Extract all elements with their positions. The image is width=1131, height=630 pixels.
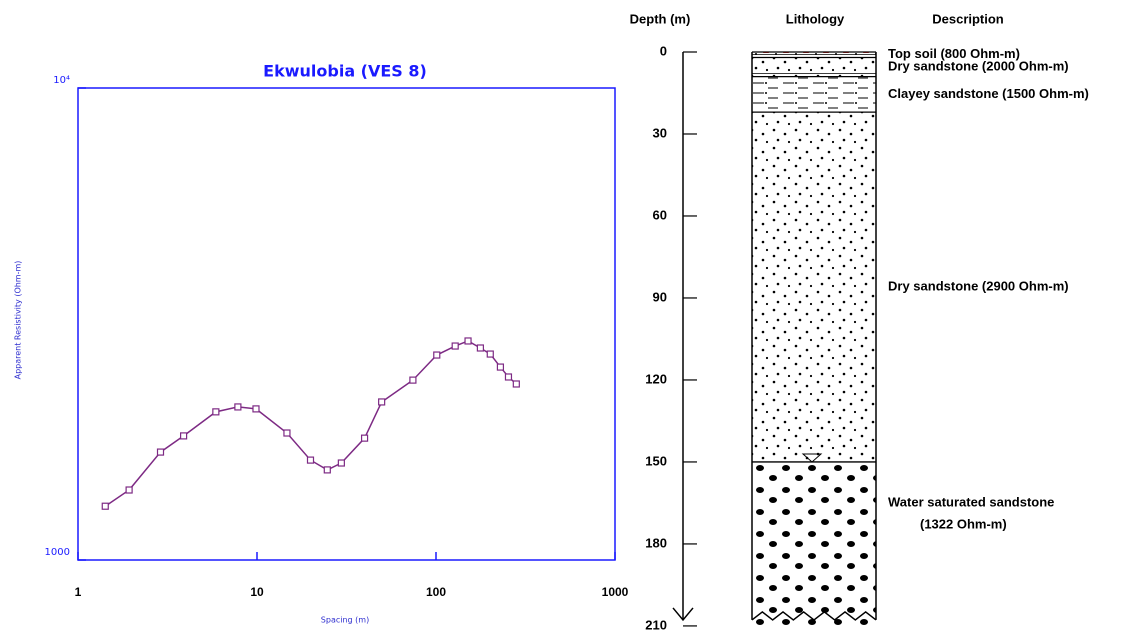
lithology-header: Lithology: [786, 11, 845, 26]
depth-header: Depth (m): [630, 11, 691, 26]
x-tick-label: 10: [250, 585, 264, 599]
layer-description: Water saturated sandstone: [888, 494, 1054, 509]
data-point: [486, 350, 494, 358]
depth-tick-label: 60: [653, 207, 667, 222]
data-point: [234, 403, 242, 411]
x-axis-label: Spacing (m): [321, 616, 369, 625]
depth-tick-label: 150: [645, 453, 667, 468]
lithology-layer: [752, 76, 876, 113]
x-tick-label: 1000: [602, 585, 629, 599]
depth-tick-label: 210: [645, 617, 667, 630]
y-tick-label: 1000: [45, 547, 70, 558]
water-table-symbol: [801, 453, 823, 463]
data-point: [496, 363, 505, 371]
data-point: [125, 486, 133, 494]
layer-description: Top soil (800 Ohm-m): [888, 46, 1020, 61]
data-point: [464, 337, 472, 345]
column-bottom: [751, 610, 877, 621]
data-point: [476, 344, 484, 352]
depth-tick-label: 180: [645, 535, 667, 550]
layer-description: Clayey sandstone (1500 Ohm-m): [888, 86, 1089, 101]
depth-tick-label: 30: [653, 125, 667, 140]
data-point: [283, 429, 291, 437]
x-tick-label: 100: [426, 585, 446, 599]
layer-description: Dry sandstone (2900 Ohm-m): [888, 278, 1069, 293]
depth-tick-label: 0: [660, 43, 667, 58]
description-header: Description: [932, 11, 1004, 26]
depth-tick-label: 120: [645, 371, 667, 386]
lithology-layer: [752, 57, 876, 77]
data-point: [451, 342, 459, 350]
data-point: [323, 466, 331, 474]
data-point: [101, 502, 109, 510]
data-point: [409, 376, 417, 384]
data-point: [337, 459, 345, 467]
depth-tick-label: 90: [653, 289, 667, 304]
ves-curve: [104, 340, 517, 507]
layer-description: Dry sandstone (2000 Ohm-m): [888, 58, 1069, 73]
data-point: [212, 408, 220, 416]
data-point: [512, 380, 520, 388]
data-point: [504, 373, 513, 381]
data-point: [433, 351, 441, 359]
lithology-layer: [752, 461, 876, 626]
data-point: [378, 398, 386, 406]
x-tick-label: 1: [75, 585, 82, 599]
plot-frame: [77, 87, 616, 561]
depth-axis-arrow: [672, 607, 694, 622]
lithology-layer: [752, 112, 876, 462]
data-point: [180, 432, 188, 440]
data-point: [306, 456, 315, 464]
chart-title: Ekwulobia (VES 8): [263, 62, 427, 81]
y-tick-label: 10⁴: [53, 75, 70, 86]
y-axis-label: Apparent Resistivity (Ohm-m): [14, 261, 23, 380]
layer-description: (1322 Ohm-m): [920, 516, 1007, 531]
data-point: [360, 434, 369, 442]
data-point: [156, 448, 165, 456]
data-point: [252, 405, 260, 413]
